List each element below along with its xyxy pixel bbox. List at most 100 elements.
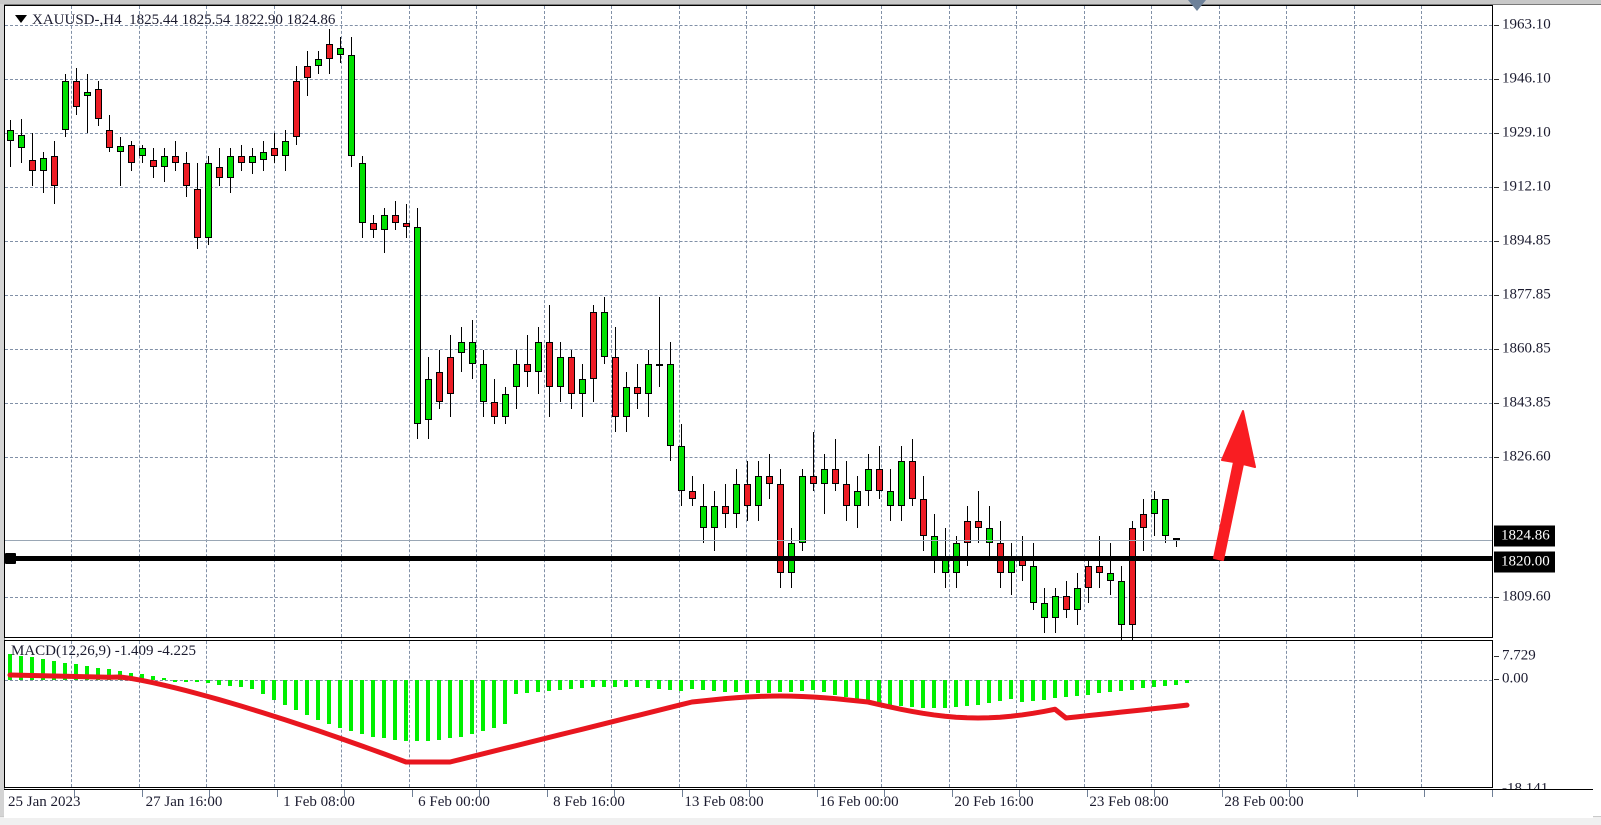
candlestick <box>744 6 751 637</box>
candlestick <box>348 6 355 637</box>
vgrid-line <box>206 6 207 637</box>
vgrid-line <box>881 6 882 637</box>
candlestick <box>942 6 949 637</box>
candle-body-bullish <box>161 155 168 167</box>
macd-histogram-bar <box>976 680 980 705</box>
macd-histogram-bar <box>712 680 716 691</box>
candlestick <box>590 6 597 637</box>
candlestick <box>557 6 564 637</box>
macd-histogram-bar <box>624 680 628 688</box>
candlestick <box>711 6 718 637</box>
price-axis-tick <box>1494 241 1499 242</box>
candle-wick <box>43 152 44 194</box>
macd-histogram-bar <box>184 680 188 682</box>
candle-body-bearish <box>964 520 971 544</box>
candle-body-bearish <box>1129 528 1136 626</box>
macd-histogram-bar <box>965 680 969 707</box>
macd-vgrid-line <box>746 641 747 787</box>
macd-histogram-bar <box>1042 680 1046 700</box>
macd-histogram-bar <box>1097 680 1101 694</box>
candlestick <box>513 6 520 637</box>
candlestick <box>546 6 553 637</box>
candle-body-bullish <box>337 47 344 56</box>
time-axis-tick <box>1019 790 1020 797</box>
candle-body-bearish <box>392 215 399 223</box>
candle-body-bearish <box>1096 565 1103 574</box>
macd-vgrid-line <box>71 641 72 787</box>
candle-body-bearish <box>1085 565 1092 589</box>
macd-indicator-panel[interactable]: MACD(12,26,9) -1.409 -4.225 <box>4 640 1493 788</box>
macd-histogram-bar <box>690 680 694 689</box>
candlestick <box>1118 6 1125 641</box>
macd-histogram-bar <box>63 662 67 680</box>
candlestick <box>821 6 828 637</box>
time-axis[interactable]: 25 Jan 2023 27 Jan 16:00 1 Feb 08:00 6 Feb … <box>4 789 1593 818</box>
candle-wick <box>219 148 220 186</box>
macd-histogram-bar <box>85 665 89 680</box>
candle-body-bullish <box>645 364 652 395</box>
macd-histogram-bar <box>745 680 749 693</box>
candlestick <box>1096 6 1103 637</box>
candle-body-bearish <box>403 222 410 227</box>
macd-histogram-bar <box>195 680 199 683</box>
price-chart-panel[interactable]: XAUUSD-,H4 1825.44 1825.54 1822.90 1824.… <box>4 5 1493 648</box>
macd-histogram-bar <box>19 655 23 680</box>
candlestick <box>249 6 256 637</box>
vgrid-line <box>409 6 410 637</box>
triangle-down-icon[interactable] <box>15 15 27 23</box>
candle-body-bullish <box>282 140 289 156</box>
candle-body-bearish <box>172 155 179 164</box>
macd-histogram-bar <box>844 680 848 697</box>
candlestick <box>876 6 883 637</box>
macd-histogram-bar <box>74 664 78 680</box>
candle-body-bullish <box>62 81 69 130</box>
candle-body-bullish <box>601 312 608 357</box>
candlestick <box>1140 6 1147 637</box>
candle-body-bullish <box>513 364 520 387</box>
vgrid-line <box>1016 6 1017 637</box>
candle-body-bullish <box>1118 580 1125 626</box>
time-axis-label: 6 Feb 00:00 <box>418 794 490 810</box>
candlestick <box>51 6 58 637</box>
candle-wick <box>1110 543 1111 596</box>
macd-histogram-bar <box>833 680 837 695</box>
candlestick <box>205 6 212 637</box>
candlestick <box>150 6 157 637</box>
time-axis-label: 23 Feb 08:00 <box>1089 794 1169 810</box>
candle-body-bearish <box>216 166 223 179</box>
candle-body-bullish <box>821 468 828 484</box>
macd-histogram-bar <box>701 680 705 691</box>
price-axis[interactable]: 1963.10 1946.10 1929.10 1912.10 1894.85 1877.… <box>1494 5 1601 638</box>
vgrid-line <box>814 6 815 637</box>
candle-body-bearish <box>150 159 157 167</box>
price-axis-tick <box>1494 349 1499 350</box>
ask-price-line <box>5 540 1492 541</box>
macd-histogram-bar <box>822 680 826 692</box>
macd-histogram-bar <box>349 680 353 732</box>
candle-wick <box>406 204 407 238</box>
hgrid-line <box>5 133 1492 134</box>
macd-histogram-bar <box>756 680 760 693</box>
candle-body-bearish <box>238 155 245 164</box>
candle-body-bullish <box>623 386 630 417</box>
macd-histogram-bar <box>382 680 386 739</box>
candle-body-bullish <box>1041 602 1048 618</box>
candlestick <box>689 6 696 637</box>
bid-price-handle[interactable] <box>5 553 16 564</box>
candlestick <box>381 6 388 637</box>
macd-vgrid-line <box>1354 641 1355 787</box>
macd-histogram-bar <box>1053 680 1057 699</box>
time-axis-tick <box>1289 790 1290 797</box>
hgrid-line <box>5 403 1492 404</box>
macd-histogram-bar <box>1020 680 1024 702</box>
candle-body-bearish <box>656 364 663 367</box>
candlestick <box>612 6 619 637</box>
time-axis-tick <box>817 790 818 797</box>
price-axis-tick <box>1494 597 1499 598</box>
candlestick <box>315 6 322 637</box>
candlestick <box>898 6 905 637</box>
macd-header-label: MACD(12,26,9) -1.409 -4.225 <box>11 643 196 659</box>
time-axis-tick <box>884 790 885 797</box>
candlestick <box>777 6 784 637</box>
candle-wick <box>527 334 528 387</box>
